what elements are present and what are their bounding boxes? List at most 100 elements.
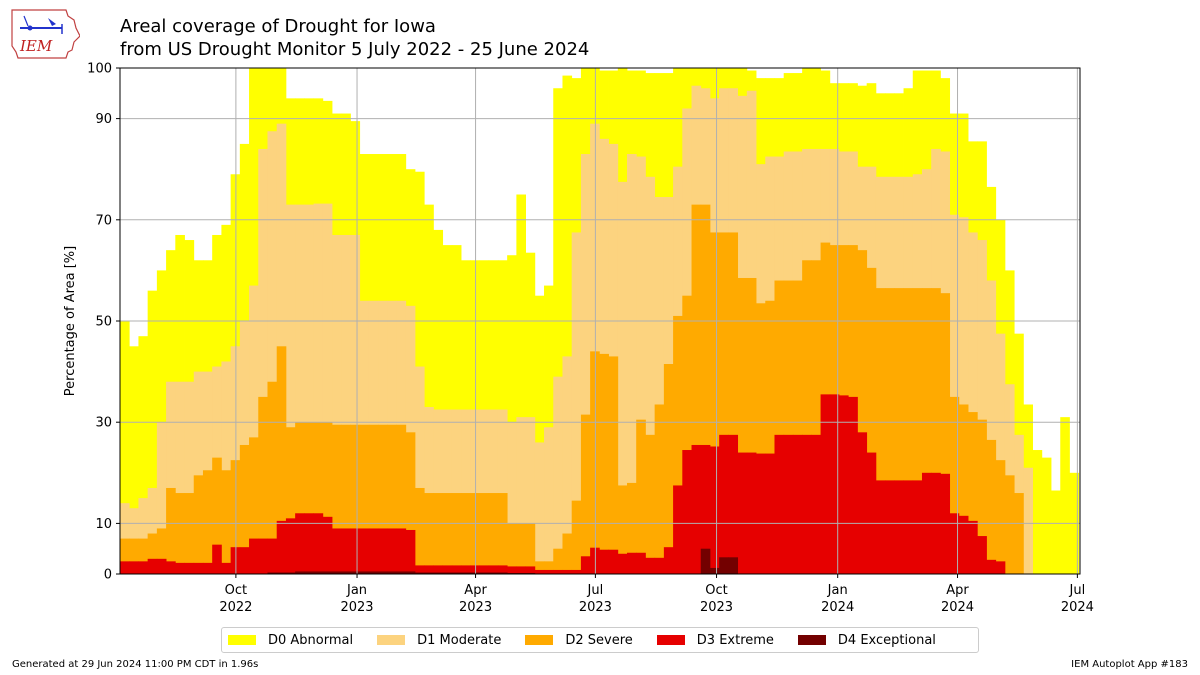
y-tick-label: 50	[95, 315, 112, 330]
legend-swatch	[228, 635, 256, 645]
bar-D4	[497, 572, 508, 574]
bar-D3	[120, 561, 130, 574]
bar-D2	[912, 288, 923, 574]
bar-D2	[866, 267, 877, 574]
bar-D2	[461, 493, 471, 574]
chart-subtitle: from US Drought Monitor 5 July 2022 - 25…	[120, 39, 590, 60]
bar-D3	[654, 557, 665, 574]
bar-D3	[756, 453, 766, 574]
bar-D1	[562, 356, 573, 574]
bar-D3	[249, 538, 259, 574]
bar-D3	[304, 513, 314, 574]
bar-D0	[424, 204, 434, 574]
bar-D1	[654, 197, 665, 574]
bar-D1	[138, 498, 149, 574]
bar-D2	[1014, 493, 1024, 574]
legend-item-D4: D4 Exceptional	[797, 633, 936, 648]
bar-D3	[802, 434, 812, 574]
bar-D1	[544, 427, 554, 574]
bar-D1	[580, 154, 591, 574]
bar-D3	[451, 565, 462, 574]
bar-D2	[544, 561, 554, 574]
bar-D2	[728, 232, 739, 574]
bar-D3	[368, 528, 379, 574]
bar-D0	[147, 290, 158, 574]
bar-D2	[285, 427, 296, 574]
bar-D3	[414, 565, 425, 574]
bar-D2	[654, 404, 665, 574]
bar-D1	[258, 148, 268, 574]
bar-D3	[673, 485, 683, 574]
bar-D3	[138, 561, 149, 574]
bar-D3	[949, 513, 960, 574]
bar-D3	[534, 569, 545, 574]
bar-D1	[313, 203, 324, 575]
bar-D3	[774, 434, 785, 574]
bar-D3	[848, 396, 858, 574]
bar-D2	[396, 424, 407, 574]
bar-D2	[903, 288, 914, 574]
bar-D3	[212, 544, 222, 574]
bar-D3	[350, 528, 361, 574]
bar-D2	[156, 528, 167, 574]
bar-D3	[156, 558, 167, 574]
bar-D3	[783, 434, 794, 574]
bar-D0	[1032, 450, 1043, 574]
bar-D2	[350, 424, 361, 574]
bar-D3	[433, 565, 444, 574]
bar-D4	[295, 571, 305, 574]
bar-D2	[304, 422, 314, 574]
bar-D1	[627, 154, 637, 574]
bar-D2	[322, 422, 333, 574]
bar-D3	[645, 557, 656, 574]
bar-D1	[986, 280, 997, 574]
bar-D2	[691, 204, 702, 574]
legend-item-D3: D3 Extreme	[656, 633, 774, 648]
bar-D2	[682, 295, 692, 574]
bar-D2	[553, 548, 563, 574]
bar-D3	[977, 536, 987, 574]
bar-D2	[746, 277, 757, 574]
bar-D3	[544, 569, 554, 574]
legend-item-D0: D0 Abnormal	[228, 633, 353, 648]
bar-D4	[414, 572, 425, 574]
bar-D1	[516, 417, 526, 574]
bar-D2	[571, 500, 582, 574]
bar-D3	[839, 395, 849, 574]
bar-D4	[442, 572, 453, 574]
bar-D2	[516, 523, 526, 574]
x-tick-year-label: 2023	[459, 600, 492, 615]
bar-D2	[378, 424, 388, 574]
bar-D1	[341, 234, 351, 575]
bar-D3	[875, 480, 886, 574]
bar-D3	[322, 516, 333, 574]
bar-D1	[414, 366, 425, 574]
bar-D4	[405, 571, 416, 574]
bar-D3	[866, 452, 877, 574]
bar-D4	[267, 572, 278, 574]
app-id-label: IEM Autoplot App #183	[1071, 659, 1188, 670]
bar-D4	[507, 572, 517, 574]
bar-D3	[267, 538, 278, 574]
bar-D0	[1060, 417, 1070, 574]
bar-D3	[580, 556, 591, 574]
bar-D3	[396, 528, 407, 574]
bar-D1	[193, 371, 204, 574]
bar-D3	[175, 562, 185, 574]
bar-D3	[829, 394, 840, 574]
bar-D3	[571, 569, 582, 574]
bar-D3	[894, 480, 904, 574]
bar-D2	[673, 315, 683, 574]
bar-D2	[359, 424, 370, 574]
bar-D4	[378, 571, 388, 574]
bar-D4	[359, 571, 370, 574]
bar-D3	[424, 565, 434, 574]
bar-D4	[709, 567, 720, 574]
bar-D2	[1004, 475, 1015, 574]
bar-D0	[120, 321, 130, 574]
legend-swatch	[525, 635, 554, 645]
bar-D2	[488, 493, 499, 574]
bar-D2	[617, 485, 628, 574]
bar-D1	[332, 234, 342, 575]
bar-D1	[497, 409, 508, 574]
